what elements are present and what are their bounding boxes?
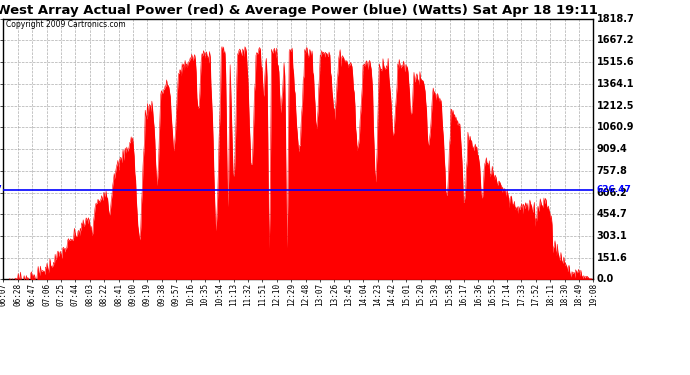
Text: 12:48: 12:48	[301, 283, 310, 306]
Text: 06:47: 06:47	[28, 283, 37, 306]
Text: 18:30: 18:30	[560, 283, 569, 306]
Text: 13:45: 13:45	[344, 283, 353, 306]
Text: 757.8: 757.8	[597, 166, 628, 176]
Text: 11:51: 11:51	[258, 283, 267, 306]
Text: 15:58: 15:58	[445, 283, 454, 306]
Text: 1212.5: 1212.5	[597, 100, 634, 111]
Text: 454.7: 454.7	[597, 209, 628, 219]
Text: 626.47: 626.47	[597, 185, 632, 194]
Text: 07:25: 07:25	[57, 283, 66, 306]
Text: 09:19: 09:19	[143, 283, 152, 306]
Text: 09:38: 09:38	[157, 283, 166, 306]
Text: 08:22: 08:22	[99, 283, 108, 306]
Text: 08:41: 08:41	[114, 283, 123, 306]
Text: 17:14: 17:14	[502, 283, 511, 306]
Text: 10:16: 10:16	[186, 283, 195, 306]
Text: 13:26: 13:26	[330, 283, 339, 306]
Text: 606.2: 606.2	[597, 188, 628, 198]
Text: 909.4: 909.4	[597, 144, 628, 154]
Text: 12:10: 12:10	[273, 283, 282, 306]
Text: 19:08: 19:08	[589, 283, 598, 306]
Text: 1667.2: 1667.2	[597, 36, 634, 45]
Text: 13:07: 13:07	[315, 283, 324, 306]
Text: 11:32: 11:32	[244, 283, 253, 306]
Text: 07:06: 07:06	[42, 283, 51, 306]
Text: 16:36: 16:36	[474, 283, 483, 306]
Text: 11:13: 11:13	[229, 283, 238, 306]
Text: 1818.7: 1818.7	[597, 14, 635, 24]
Text: 15:39: 15:39	[431, 283, 440, 306]
Text: 10:35: 10:35	[200, 283, 209, 306]
Text: 626.47: 626.47	[0, 185, 2, 194]
Text: 10:54: 10:54	[215, 283, 224, 306]
Text: 07:44: 07:44	[71, 283, 80, 306]
Text: 14:04: 14:04	[359, 283, 368, 306]
Text: 1364.1: 1364.1	[597, 79, 634, 89]
Text: 06:28: 06:28	[13, 283, 22, 306]
Text: 09:00: 09:00	[128, 283, 137, 306]
Text: 18:11: 18:11	[546, 283, 555, 306]
Text: West Array Actual Power (red) & Average Power (blue) (Watts) Sat Apr 18 19:11: West Array Actual Power (red) & Average …	[0, 4, 598, 17]
Text: 12:29: 12:29	[287, 283, 296, 306]
Text: 1060.9: 1060.9	[597, 122, 634, 132]
Text: 06:07: 06:07	[0, 283, 8, 306]
Text: 14:23: 14:23	[373, 283, 382, 306]
Text: 17:33: 17:33	[517, 283, 526, 306]
Text: 15:01: 15:01	[402, 283, 411, 306]
Text: 14:42: 14:42	[388, 283, 397, 306]
Text: 0.0: 0.0	[597, 274, 614, 284]
Text: 1515.6: 1515.6	[597, 57, 634, 67]
Text: 151.6: 151.6	[597, 253, 628, 262]
Text: 303.1: 303.1	[597, 231, 628, 241]
Text: 17:52: 17:52	[531, 283, 540, 306]
Text: 15:20: 15:20	[416, 283, 425, 306]
Text: 16:17: 16:17	[460, 283, 469, 306]
Text: 16:55: 16:55	[489, 283, 497, 306]
Text: 09:57: 09:57	[172, 283, 181, 306]
Text: 08:03: 08:03	[86, 283, 95, 306]
Text: Copyright 2009 Cartronics.com: Copyright 2009 Cartronics.com	[6, 20, 126, 29]
Text: 18:49: 18:49	[575, 283, 584, 306]
